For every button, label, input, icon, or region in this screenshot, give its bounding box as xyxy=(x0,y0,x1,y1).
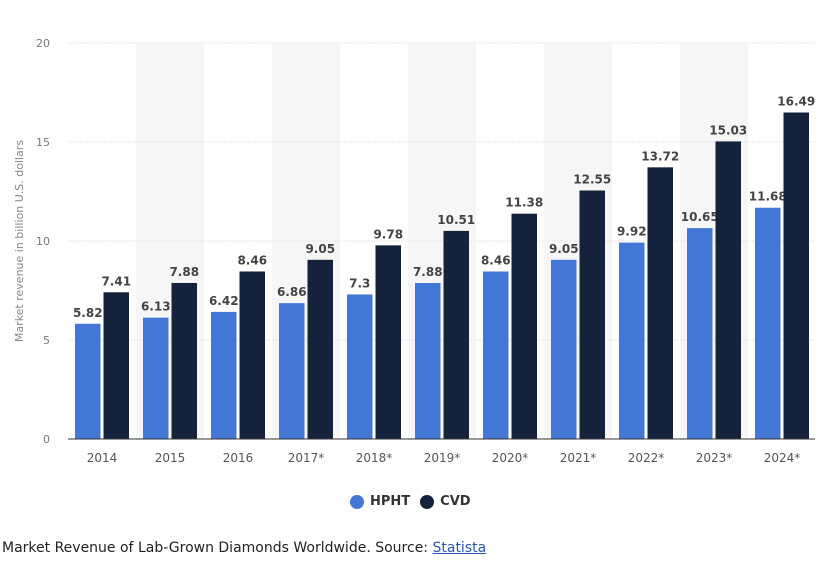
x-tick-label: 2019* xyxy=(424,451,461,465)
bar-hpht xyxy=(687,228,713,439)
x-tick-label: 2014 xyxy=(87,451,118,465)
bar-hpht xyxy=(143,317,169,439)
data-label-cvd: 12.55 xyxy=(573,173,611,187)
data-label-hpht: 10.65 xyxy=(681,210,719,224)
bar-cvd xyxy=(443,230,469,439)
y-tick-label: 15 xyxy=(36,136,50,149)
legend: HPHT CVD xyxy=(350,494,471,509)
bar-hpht xyxy=(75,323,101,439)
legend-label-hpht: HPHT xyxy=(370,494,411,509)
x-tick-label: 2024* xyxy=(764,451,801,465)
data-label-cvd: 9.05 xyxy=(305,242,335,256)
x-tick-label: 2016 xyxy=(223,451,254,465)
caption: Market Revenue of Lab-Grown Diamonds Wor… xyxy=(2,540,486,556)
data-label-hpht: 5.82 xyxy=(73,306,103,320)
bar-hpht xyxy=(211,311,237,439)
data-label-cvd: 15.03 xyxy=(709,123,747,137)
bar-cvd xyxy=(783,112,809,440)
x-tick-label: 2022* xyxy=(628,451,665,465)
bar-cvd xyxy=(375,245,401,439)
bar-hpht xyxy=(551,259,577,439)
y-axis-label: Market revenue in billion U.S. dollars xyxy=(13,140,26,342)
data-label-cvd: 7.88 xyxy=(169,265,199,279)
x-tick-label: 2015 xyxy=(155,451,186,465)
bar-hpht xyxy=(279,303,305,439)
x-tick-label: 2023* xyxy=(696,451,733,465)
bar-hpht xyxy=(347,294,373,439)
legend-dot-hpht xyxy=(350,494,364,509)
data-label-hpht: 6.42 xyxy=(209,294,239,308)
y-tick-label: 20 xyxy=(36,37,50,50)
bar-hpht xyxy=(619,242,645,439)
data-label-hpht: 6.13 xyxy=(141,300,171,314)
data-label-cvd: 13.72 xyxy=(641,149,679,163)
data-label-hpht: 6.86 xyxy=(277,285,307,299)
y-tick-label: 10 xyxy=(36,235,50,248)
bar-cvd xyxy=(307,259,333,439)
bar-cvd xyxy=(239,271,265,439)
data-label-hpht: 9.92 xyxy=(617,225,647,239)
bar-hpht xyxy=(483,271,509,439)
x-tick-label: 2021* xyxy=(560,451,597,465)
data-label-hpht: 8.46 xyxy=(481,253,511,267)
y-tick-label: 0 xyxy=(43,433,50,446)
data-label-cvd: 10.51 xyxy=(437,213,475,227)
data-label-cvd: 9.78 xyxy=(373,227,403,241)
caption-text: Market Revenue of Lab-Grown Diamonds Wor… xyxy=(2,540,433,556)
x-tick-label: 2020* xyxy=(492,451,529,465)
data-label-hpht: 9.05 xyxy=(549,242,579,256)
legend-label-cvd: CVD xyxy=(440,494,471,509)
bar-cvd xyxy=(511,213,537,439)
legend-item-hpht[interactable]: HPHT xyxy=(350,494,410,509)
bar-cvd xyxy=(171,282,197,439)
bar-cvd xyxy=(715,141,741,439)
legend-item-cvd[interactable]: CVD xyxy=(420,494,471,509)
data-label-hpht: 7.3 xyxy=(349,276,370,290)
legend-dot-cvd xyxy=(420,494,435,509)
bar-hpht xyxy=(415,282,441,439)
data-label-cvd: 8.46 xyxy=(237,253,267,267)
data-label-cvd: 7.41 xyxy=(101,274,131,288)
bar-hpht xyxy=(755,207,781,439)
y-tick-label: 5 xyxy=(43,334,50,347)
bar-chart: 0 5 10 15 20 Market revenue in billion U.S. d… xyxy=(13,37,815,465)
bar-cvd xyxy=(103,292,129,439)
x-tick-label: 2017* xyxy=(288,451,325,465)
data-label-hpht: 11.68 xyxy=(749,190,787,204)
data-label-cvd: 16.49 xyxy=(777,94,815,108)
data-label-hpht: 7.88 xyxy=(413,265,443,279)
data-label-cvd: 11.38 xyxy=(505,196,543,210)
bar-cvd xyxy=(647,167,673,439)
bar-cvd xyxy=(579,190,605,439)
x-tick-label: 2018* xyxy=(356,451,393,465)
source-link[interactable]: Statista xyxy=(432,540,487,556)
